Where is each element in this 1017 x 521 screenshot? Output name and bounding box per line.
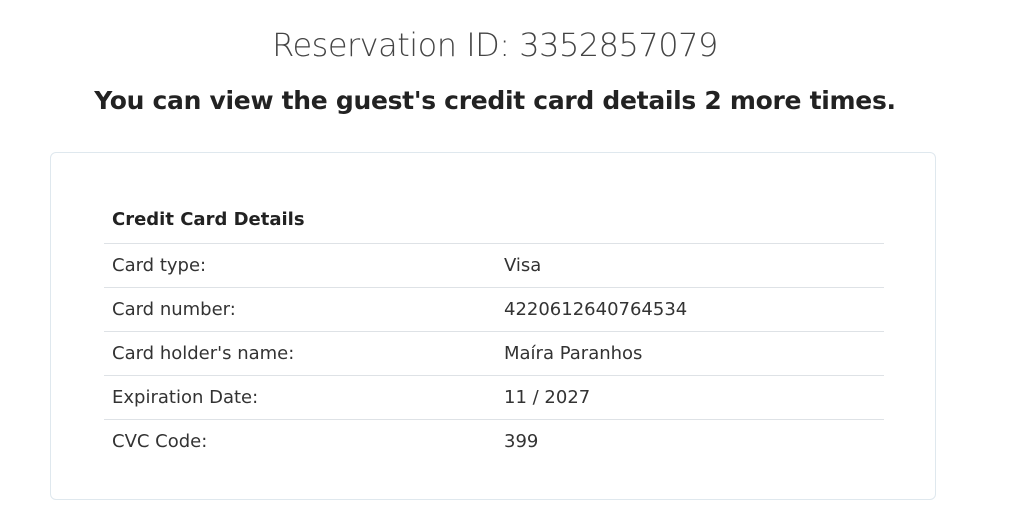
page-title: Reservation ID: 3352857079	[272, 26, 718, 64]
row-value: 11 / 2027	[496, 375, 884, 420]
view-count-notice: You can view the guest's credit card det…	[94, 86, 896, 115]
table-heading: Credit Card Details	[112, 208, 305, 230]
row-label: CVC Code:	[104, 419, 496, 463]
table-row: Card holder's name: Maíra Paranhos	[104, 331, 884, 376]
row-value: 4220612640764534	[496, 287, 884, 332]
credit-card-panel: Credit Card Details Card type: Visa Card …	[50, 152, 936, 500]
row-label: Expiration Date:	[104, 375, 496, 420]
credit-card-table: Credit Card Details Card type: Visa Card …	[104, 197, 884, 463]
table-row: Card number: 4220612640764534	[104, 287, 884, 332]
row-value: Visa	[496, 243, 884, 288]
row-value: Maíra Paranhos	[496, 331, 884, 376]
row-label: Card type:	[104, 243, 496, 288]
table-row: CVC Code: 399	[104, 419, 884, 463]
table-row: Expiration Date: 11 / 2027	[104, 375, 884, 420]
row-label: Card holder's name:	[104, 331, 496, 376]
row-value: 399	[496, 419, 884, 463]
table-row: Card type: Visa	[104, 243, 884, 288]
row-label: Card number:	[104, 287, 496, 332]
